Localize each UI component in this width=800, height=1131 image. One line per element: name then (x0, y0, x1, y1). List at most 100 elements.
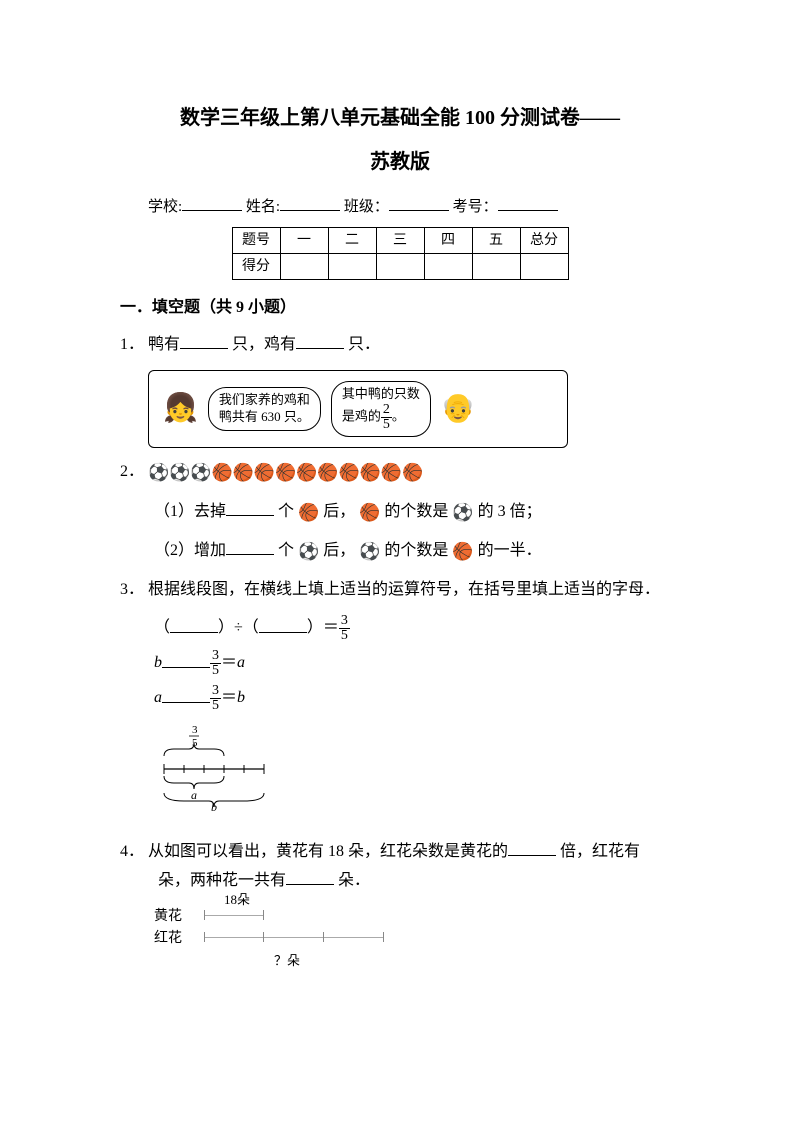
blank-examno[interactable] (498, 196, 558, 211)
q4-flower-diagram: 黄花 18朵 红花 ？朵 (120, 906, 680, 972)
blank-class[interactable] (389, 196, 449, 211)
var-b: b (154, 655, 162, 672)
q2s2-blank[interactable] (226, 539, 274, 555)
col-4: 四 (424, 228, 472, 254)
q4-text-c: 朵，两种花一共有 (158, 872, 286, 889)
frac-num: 2 (381, 403, 392, 418)
red-label: 红花 (154, 928, 194, 950)
label-examno: 考号： (453, 199, 498, 215)
title-line-2: 苏教版 (120, 144, 680, 180)
q3-eq-2: b35＝a (120, 649, 680, 678)
soccer-icon: ⚽ (298, 542, 319, 561)
score-table: 题号 一 二 三 四 五 总分 得分 (232, 227, 569, 280)
q3-text: 根据线段图，在横线上填上适当的运算符号，在括号里填上适当的字母． (148, 581, 660, 598)
q2s1-blank[interactable] (226, 500, 274, 516)
speech-bubble-1: 我们家养的鸡和 鸭共有 630 只。 (208, 387, 321, 431)
q1-blank-2[interactable] (296, 333, 344, 349)
yellow-count: 18朵 (224, 890, 250, 911)
basketball-icon: 🏀 (275, 463, 296, 482)
table-row: 得分 (232, 254, 568, 280)
q2s2-b: 个 (278, 542, 294, 559)
q4-blank-3[interactable] (286, 869, 334, 885)
yellow-label: 黄花 (154, 906, 194, 928)
q2s2-d: 的个数是 (384, 542, 448, 559)
col-2: 二 (328, 228, 376, 254)
yellow-segment (204, 910, 264, 920)
score-cell[interactable] (376, 254, 424, 280)
soccer-icon: ⚽ (169, 463, 190, 482)
q3-eq1-blank1[interactable] (170, 617, 218, 633)
q1-blank-1[interactable] (180, 333, 228, 349)
q3-eq3-blank[interactable] (162, 687, 210, 703)
yellow-flower-row: 黄花 18朵 (154, 906, 680, 928)
frac-num: 3 (210, 684, 221, 699)
q4-text-a: 从如图可以看出，黄花有 18 朵，红花朵数是黄花的 (148, 843, 508, 860)
frac-num: 3 (210, 649, 221, 664)
title-line-1: 数学三年级上第八单元基础全能 100 分测试卷—— (120, 100, 680, 136)
bubble1-line2: 鸭共有 630 只。 (219, 409, 310, 426)
bubble2-line1: 其中鸭的只数 (342, 386, 420, 403)
score-label: 得分 (232, 254, 280, 280)
score-cell[interactable] (520, 254, 568, 280)
diag-label-a: a (191, 788, 197, 802)
q2-number: 2． (120, 463, 144, 480)
diag-frac-n: 3 (192, 724, 198, 736)
q1-text-b: 只，鸡有 (232, 336, 296, 353)
score-cell[interactable] (424, 254, 472, 280)
q2s1-d: 的个数是 (384, 503, 448, 520)
bubble2-l2a: 是鸡的 (342, 408, 381, 423)
basketball-icon: 🏀 (452, 542, 473, 561)
label-school: 学校: (148, 199, 182, 215)
frac-den: 5 (210, 664, 221, 678)
q4-blank-1[interactable] (508, 840, 556, 856)
question-2: 2． ⚽⚽⚽🏀🏀🏀🏀🏀🏀🏀🏀🏀🏀 (120, 458, 680, 489)
grandpa-face-icon: 👴 (441, 395, 476, 423)
soccer-icon: ⚽ (359, 542, 380, 561)
table-row: 题号 一 二 三 四 五 总分 (232, 228, 568, 254)
child-face-icon: 👧 (163, 395, 198, 423)
q3-eq1-blank2[interactable] (259, 617, 307, 633)
speech-bubble-2: 其中鸭的只数 是鸡的25。 (331, 381, 431, 437)
basketball-icon: 🏀 (381, 463, 402, 482)
soccer-icon: ⚽ (452, 503, 473, 522)
var-b: b (237, 690, 245, 707)
q4-text-b: 倍，红花有 (560, 843, 640, 860)
ball-row: ⚽⚽⚽🏀🏀🏀🏀🏀🏀🏀🏀🏀🏀 (148, 463, 423, 480)
basketball-icon: 🏀 (402, 463, 423, 482)
score-cell[interactable] (328, 254, 376, 280)
fraction-3-5: 35 (210, 649, 221, 678)
q3-number: 3． (120, 581, 144, 598)
blank-school[interactable] (182, 196, 242, 211)
basketball-icon: 🏀 (254, 463, 275, 482)
score-cell[interactable] (472, 254, 520, 280)
equals: ＝ (221, 690, 237, 707)
col-1: 一 (280, 228, 328, 254)
fraction-2-5: 25 (381, 403, 392, 432)
frac-den: 5 (381, 418, 392, 432)
basketball-icon: 🏀 (296, 463, 317, 482)
q4-text-d: 朵． (338, 872, 370, 889)
divide-paren: ）÷（ (218, 620, 259, 637)
basketball-icon: 🏀 (360, 463, 381, 482)
diag-label-b: b (211, 800, 217, 811)
basketball-icon: 🏀 (298, 503, 319, 522)
var-a: a (237, 655, 245, 672)
q3-eq2-blank[interactable] (162, 652, 210, 668)
col-5: 五 (472, 228, 520, 254)
label-class: 班级： (344, 199, 389, 215)
bubble2-l2b: 。 (392, 408, 405, 423)
question-4: 4． 从如图可以看出，黄花有 18 朵，红花朵数是黄花的 倍，红花有 朵，两种花… (120, 838, 680, 896)
label-name: 姓名: (246, 199, 280, 215)
paren-open: （ (154, 620, 170, 637)
col-total: 总分 (520, 228, 568, 254)
bubble1-line1: 我们家养的鸡和 (219, 392, 310, 409)
score-cell[interactable] (280, 254, 328, 280)
frac-den: 5 (339, 629, 350, 643)
basketball-icon: 🏀 (339, 463, 360, 482)
q3-eq-1: （）÷（）＝35 (120, 614, 680, 643)
equals: ）＝ (307, 620, 339, 637)
q3-line-segment-diagram: 3 5 a b (120, 721, 280, 822)
blank-name[interactable] (280, 196, 340, 211)
basketball-icon: 🏀 (359, 503, 380, 522)
q2s2-e: 的一半． (478, 542, 542, 559)
